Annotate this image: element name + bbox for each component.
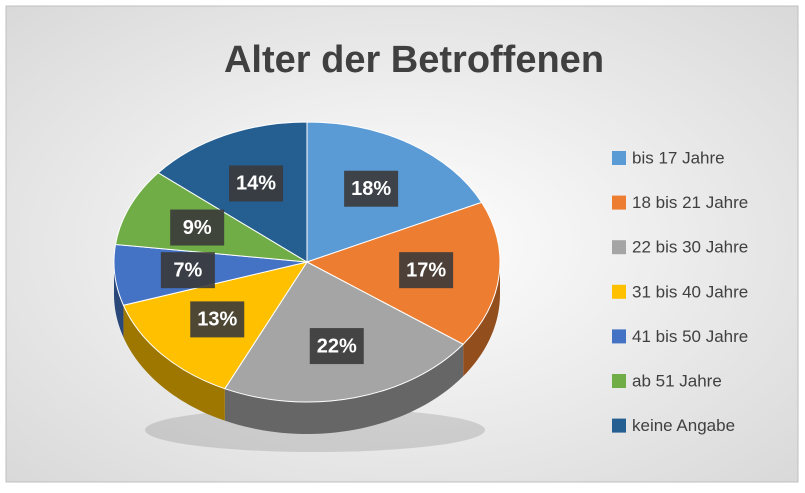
legend-swatch bbox=[612, 284, 626, 299]
legend-label: 22 bis 30 Jahre bbox=[632, 238, 748, 257]
pie-slice-side bbox=[463, 262, 500, 377]
data-label: 22% bbox=[317, 335, 357, 357]
chart-title: Alter der Betroffenen bbox=[224, 39, 604, 81]
legend-swatch bbox=[612, 374, 626, 388]
data-label-box bbox=[309, 328, 364, 365]
legend-swatch bbox=[612, 329, 626, 344]
data-label: 17% bbox=[406, 259, 446, 281]
legend: bis 17 Jahre 18 bis 21 Jahre 22 bis 30 Jah… bbox=[612, 148, 748, 435]
pie: 18% 17% 22% 13% 7% 9% 14% bbox=[113, 121, 501, 434]
data-label-box bbox=[190, 301, 245, 338]
legend-label: 31 bis 40 Jahre bbox=[632, 282, 748, 301]
data-label-box bbox=[160, 252, 215, 289]
legend-swatch bbox=[612, 418, 626, 433]
legend-label: keine Angabe bbox=[632, 416, 735, 435]
pie-slice-side bbox=[114, 262, 124, 338]
data-label: 18% bbox=[351, 178, 391, 200]
legend-swatch bbox=[612, 151, 626, 165]
legend-label: 41 bis 50 Jahre bbox=[632, 327, 748, 346]
data-label-box bbox=[229, 165, 284, 202]
legend-swatch bbox=[612, 195, 626, 210]
data-label: 13% bbox=[197, 309, 237, 331]
data-label-box bbox=[399, 252, 454, 289]
legend-swatch bbox=[612, 240, 626, 255]
legend-label: bis 17 Jahre bbox=[632, 148, 725, 167]
pie-slice-side bbox=[123, 305, 225, 421]
data-label-box bbox=[344, 170, 399, 207]
legend-label: ab 51 Jahre bbox=[632, 371, 722, 390]
data-label: 9% bbox=[183, 217, 212, 239]
data-label-box bbox=[170, 209, 225, 246]
legend-label: 18 bis 21 Jahre bbox=[632, 193, 748, 212]
data-label: 14% bbox=[236, 173, 276, 195]
pie-slice-side bbox=[224, 344, 464, 434]
data-label: 7% bbox=[173, 259, 202, 281]
